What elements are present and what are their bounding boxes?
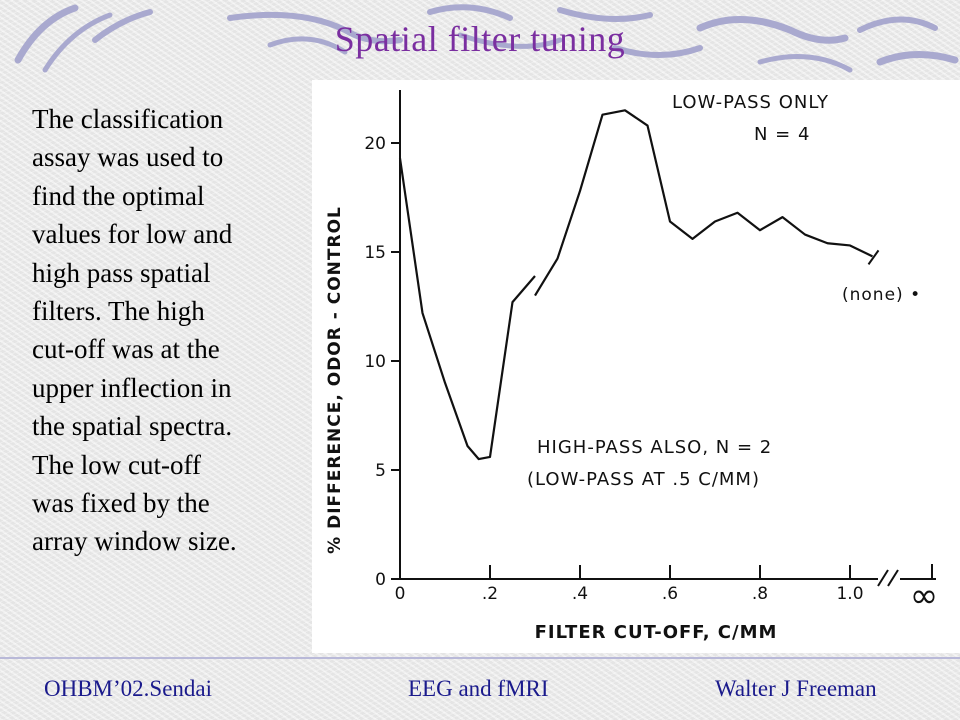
filter-tuning-chart: ∞ 0 5 10 15 20 0 .2 .4 .6 .8 1.0 % DIFFERENCE, OD… [325, 90, 938, 643]
y-axis-label: % DIFFERENCE, ODOR - CONTROL [325, 206, 345, 554]
slide-title: Spatial filter tuning [334, 19, 626, 59]
annotation-n-4: N = 4 [754, 124, 810, 145]
x-tick-label: .4 [572, 584, 588, 604]
slide-body-text: The classification assay was used to fin… [32, 104, 237, 557]
y-tick-label: 5 [375, 461, 386, 481]
x-tick-label: .8 [752, 584, 768, 604]
footer-divider [0, 657, 960, 659]
y-tick-label: 20 [364, 134, 386, 154]
x-axis-label: FILTER CUT-OFF, C/MM [535, 622, 778, 643]
y-tick-label: 10 [364, 352, 386, 372]
annotation-none: (none) • [842, 285, 921, 305]
y-tick-label: 0 [375, 570, 386, 590]
annotation-low-pass-only: LOW-PASS ONLY [672, 92, 829, 113]
x-axis-infinity-label: ∞ [910, 576, 938, 616]
background-swirl-decoration [14, 4, 959, 73]
x-tick-label: 0 [395, 584, 406, 604]
x-axis-break-mark-2 [887, 569, 899, 587]
series-line-high-pass-also [398, 158, 536, 461]
x-tick-label: 1.0 [836, 584, 863, 604]
x-tick-label: .6 [662, 584, 678, 604]
footer-topic: EEG and fMRI [408, 676, 549, 701]
footer-conference: OHBM’02.Sendai [44, 676, 213, 701]
chart-figure: ∞ 0 5 10 15 20 0 .2 .4 .6 .8 1.0 % DIFFERENCE, OD… [312, 80, 960, 653]
x-axis-break-mark-1 [877, 569, 889, 587]
series-end-mark [867, 249, 880, 265]
x-tick-label: .2 [482, 584, 498, 604]
series-line-low-pass-only [534, 109, 873, 297]
y-tick-label: 15 [364, 243, 386, 263]
annotation-high-pass-also: HIGH-PASS ALSO, N = 2 [537, 437, 772, 458]
footer-author: Walter J Freeman [715, 676, 877, 701]
annotation-low-pass-at: (LOW-PASS AT .5 C/MM) [527, 469, 760, 490]
